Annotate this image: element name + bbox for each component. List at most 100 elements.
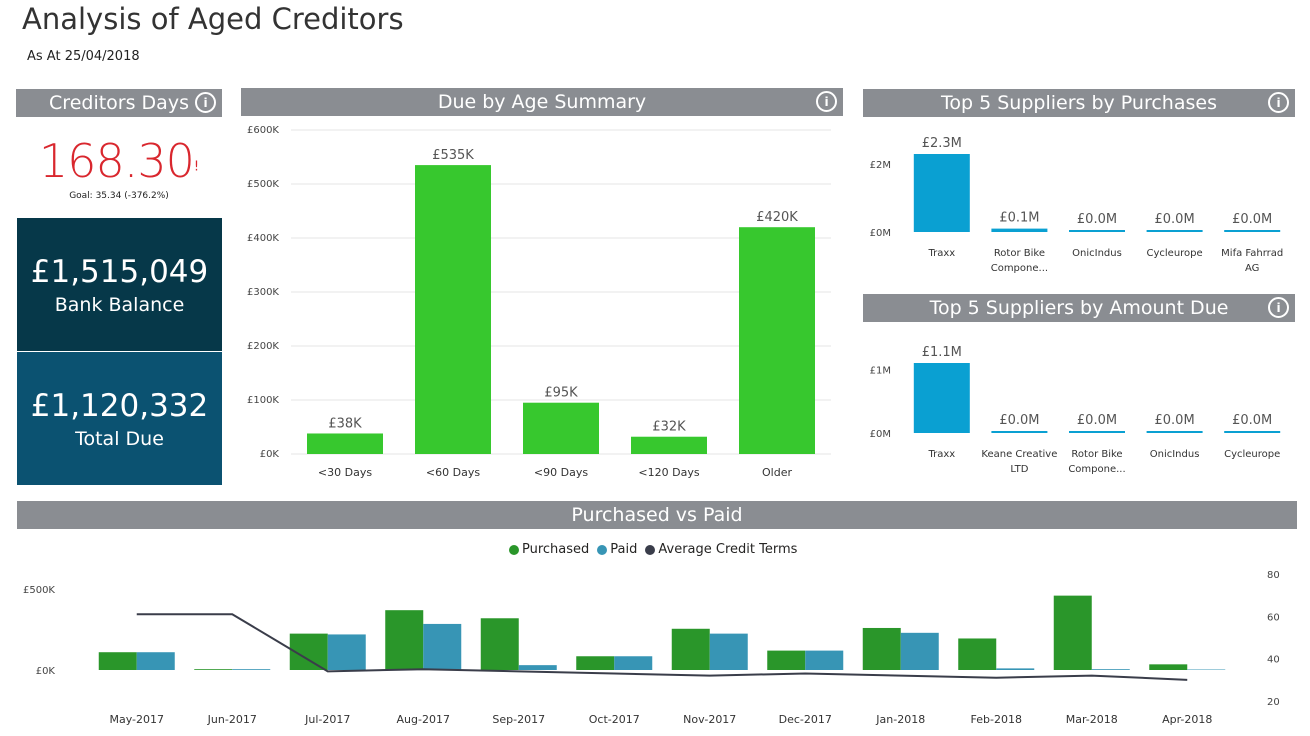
bar xyxy=(415,165,491,454)
x-tick-label: Rotor Bike xyxy=(1071,449,1122,460)
data-label: £0.0M xyxy=(1077,212,1117,227)
y-tick-label: £1M xyxy=(870,365,891,376)
paid-bar xyxy=(518,665,557,670)
paid-bar xyxy=(232,669,271,670)
legend-item-avg-credit[interactable]: Average Credit Terms xyxy=(645,542,797,557)
x-tick-label: OnicIndus xyxy=(1150,449,1200,460)
purchased-vs-paid-header: Purchased vs Paid xyxy=(17,501,1297,529)
data-label: £38K xyxy=(328,416,362,431)
y2-tick-label: 20 xyxy=(1267,697,1280,708)
x-tick-label: Keane Creative xyxy=(981,449,1057,460)
data-label: £0.1M xyxy=(999,211,1039,226)
purchased-bar xyxy=(671,628,710,670)
x-tick-label: LTD xyxy=(1010,464,1028,475)
purchased-bar xyxy=(576,656,615,670)
legend-item-purchased[interactable]: Purchased xyxy=(509,542,589,557)
x-tick-label: Mifa Fahrrad xyxy=(1221,248,1283,259)
paid-bar xyxy=(136,652,175,670)
info-icon[interactable]: i xyxy=(816,91,837,112)
data-label: £32K xyxy=(652,420,686,435)
data-label: £95K xyxy=(544,386,578,401)
creditors-days-value: 168.30 xyxy=(38,134,195,188)
paid-bar xyxy=(900,632,939,670)
avg-credit-terms-line xyxy=(136,613,1188,681)
bar xyxy=(523,402,599,454)
top-suppliers-purchases-title: Top 5 Suppliers by Purchases xyxy=(941,92,1217,114)
x-tick-label: Sep-2017 xyxy=(492,713,545,726)
data-label: £535K xyxy=(432,148,474,163)
purchased-bar xyxy=(1149,664,1188,670)
y2-tick-label: 80 xyxy=(1267,570,1280,581)
legend-paid-label: Paid xyxy=(610,542,638,557)
bar xyxy=(1224,431,1281,433)
y-tick-label: £500K xyxy=(247,179,279,190)
bar xyxy=(913,154,970,232)
y-tick-label: £2M xyxy=(870,160,891,171)
x-tick-label: Jan-2018 xyxy=(875,713,925,726)
purchased-bar xyxy=(385,610,424,670)
due-by-age-header: Due by Age Summary i xyxy=(241,88,843,116)
y-tick-label: £0M xyxy=(870,429,891,440)
top-suppliers-due-header: Top 5 Suppliers by Amount Due i xyxy=(863,294,1295,322)
x-tick-label: Mar-2018 xyxy=(1066,713,1118,726)
data-label: £0.0M xyxy=(1077,413,1117,428)
x-tick-label: Traxx xyxy=(927,449,955,460)
total-due-value: £1,120,332 xyxy=(30,387,209,424)
creditors-days-goal: Goal: 35.34 (-376.2%) xyxy=(69,191,169,201)
info-icon[interactable]: i xyxy=(1268,92,1289,113)
paid-bar xyxy=(805,650,844,670)
bar xyxy=(631,436,707,454)
x-tick-label: Rotor Bike xyxy=(994,248,1045,259)
top-suppliers-purchases-chart: £0M £2M £2.3M Traxx £0.1M Rotor Bike Compone..… xyxy=(870,136,1284,274)
purchased-vs-paid-title: Purchased vs Paid xyxy=(571,504,743,526)
top-suppliers-purchases-header: Top 5 Suppliers by Purchases i xyxy=(863,89,1295,117)
x-tick-label: Cycleurope xyxy=(1147,248,1203,259)
avg-credit-swatch xyxy=(645,544,656,555)
legend-avg-credit-label: Average Credit Terms xyxy=(658,542,798,557)
chart-legend: Purchased Paid Average Credit Terms xyxy=(509,542,797,557)
total-due-label: Total Due xyxy=(75,427,164,450)
bar xyxy=(1224,230,1281,232)
data-label: £420K xyxy=(756,210,798,225)
legend-purchased-label: Purchased xyxy=(522,542,590,557)
bar xyxy=(1069,230,1125,232)
data-label: £0.0M xyxy=(1155,413,1195,428)
info-icon[interactable]: i xyxy=(195,92,216,113)
paid-bar xyxy=(423,623,462,670)
x-tick-label: Older xyxy=(762,466,792,479)
x-tick-label: <30 Days xyxy=(318,466,372,479)
x-tick-label: Feb-2018 xyxy=(971,713,1022,726)
bar xyxy=(307,433,383,454)
x-tick-label: OnicIndus xyxy=(1072,248,1122,259)
paid-bar xyxy=(327,634,366,670)
x-tick-label: Apr-2018 xyxy=(1162,713,1212,726)
bar xyxy=(1069,431,1125,433)
paid-swatch xyxy=(597,544,608,555)
purchased-bar xyxy=(958,638,997,670)
alert-icon: ! xyxy=(193,159,200,175)
due-by-age-chart: £0K £100K £200K £300K £400K £500K £600K £38K <30… xyxy=(247,125,831,479)
purchased-bar xyxy=(480,618,519,670)
page-title: Analysis of Aged Creditors xyxy=(22,2,404,36)
purchased-bar xyxy=(862,627,901,670)
bar xyxy=(991,431,1048,433)
purchased-bar xyxy=(1053,595,1092,670)
x-tick-label: Traxx xyxy=(927,248,955,259)
bar xyxy=(1146,230,1203,232)
x-tick-label: Nov-2017 xyxy=(683,713,736,726)
info-icon[interactable]: i xyxy=(1268,297,1289,318)
x-tick-label: Compone... xyxy=(991,263,1048,274)
creditors-days-kpi: 168.30! xyxy=(16,134,222,188)
x-tick-label: Dec-2017 xyxy=(779,713,832,726)
legend-item-paid[interactable]: Paid xyxy=(597,542,637,557)
top-suppliers-due-chart: £0M £1M £1.1M Traxx £0.0M Keane Creative LTD £0… xyxy=(870,345,1281,475)
y-tick-label: £600K xyxy=(247,125,279,136)
purchased-bar xyxy=(194,669,233,670)
y-tick-label: £200K xyxy=(247,341,279,352)
x-tick-label: <120 Days xyxy=(638,466,699,479)
y-tick-label: £100K xyxy=(247,395,279,406)
x-tick-label: AG xyxy=(1245,263,1259,274)
creditors-days-header: Creditors Days i xyxy=(16,89,222,117)
x-tick-label: <90 Days xyxy=(534,466,588,479)
bar xyxy=(1146,431,1203,433)
